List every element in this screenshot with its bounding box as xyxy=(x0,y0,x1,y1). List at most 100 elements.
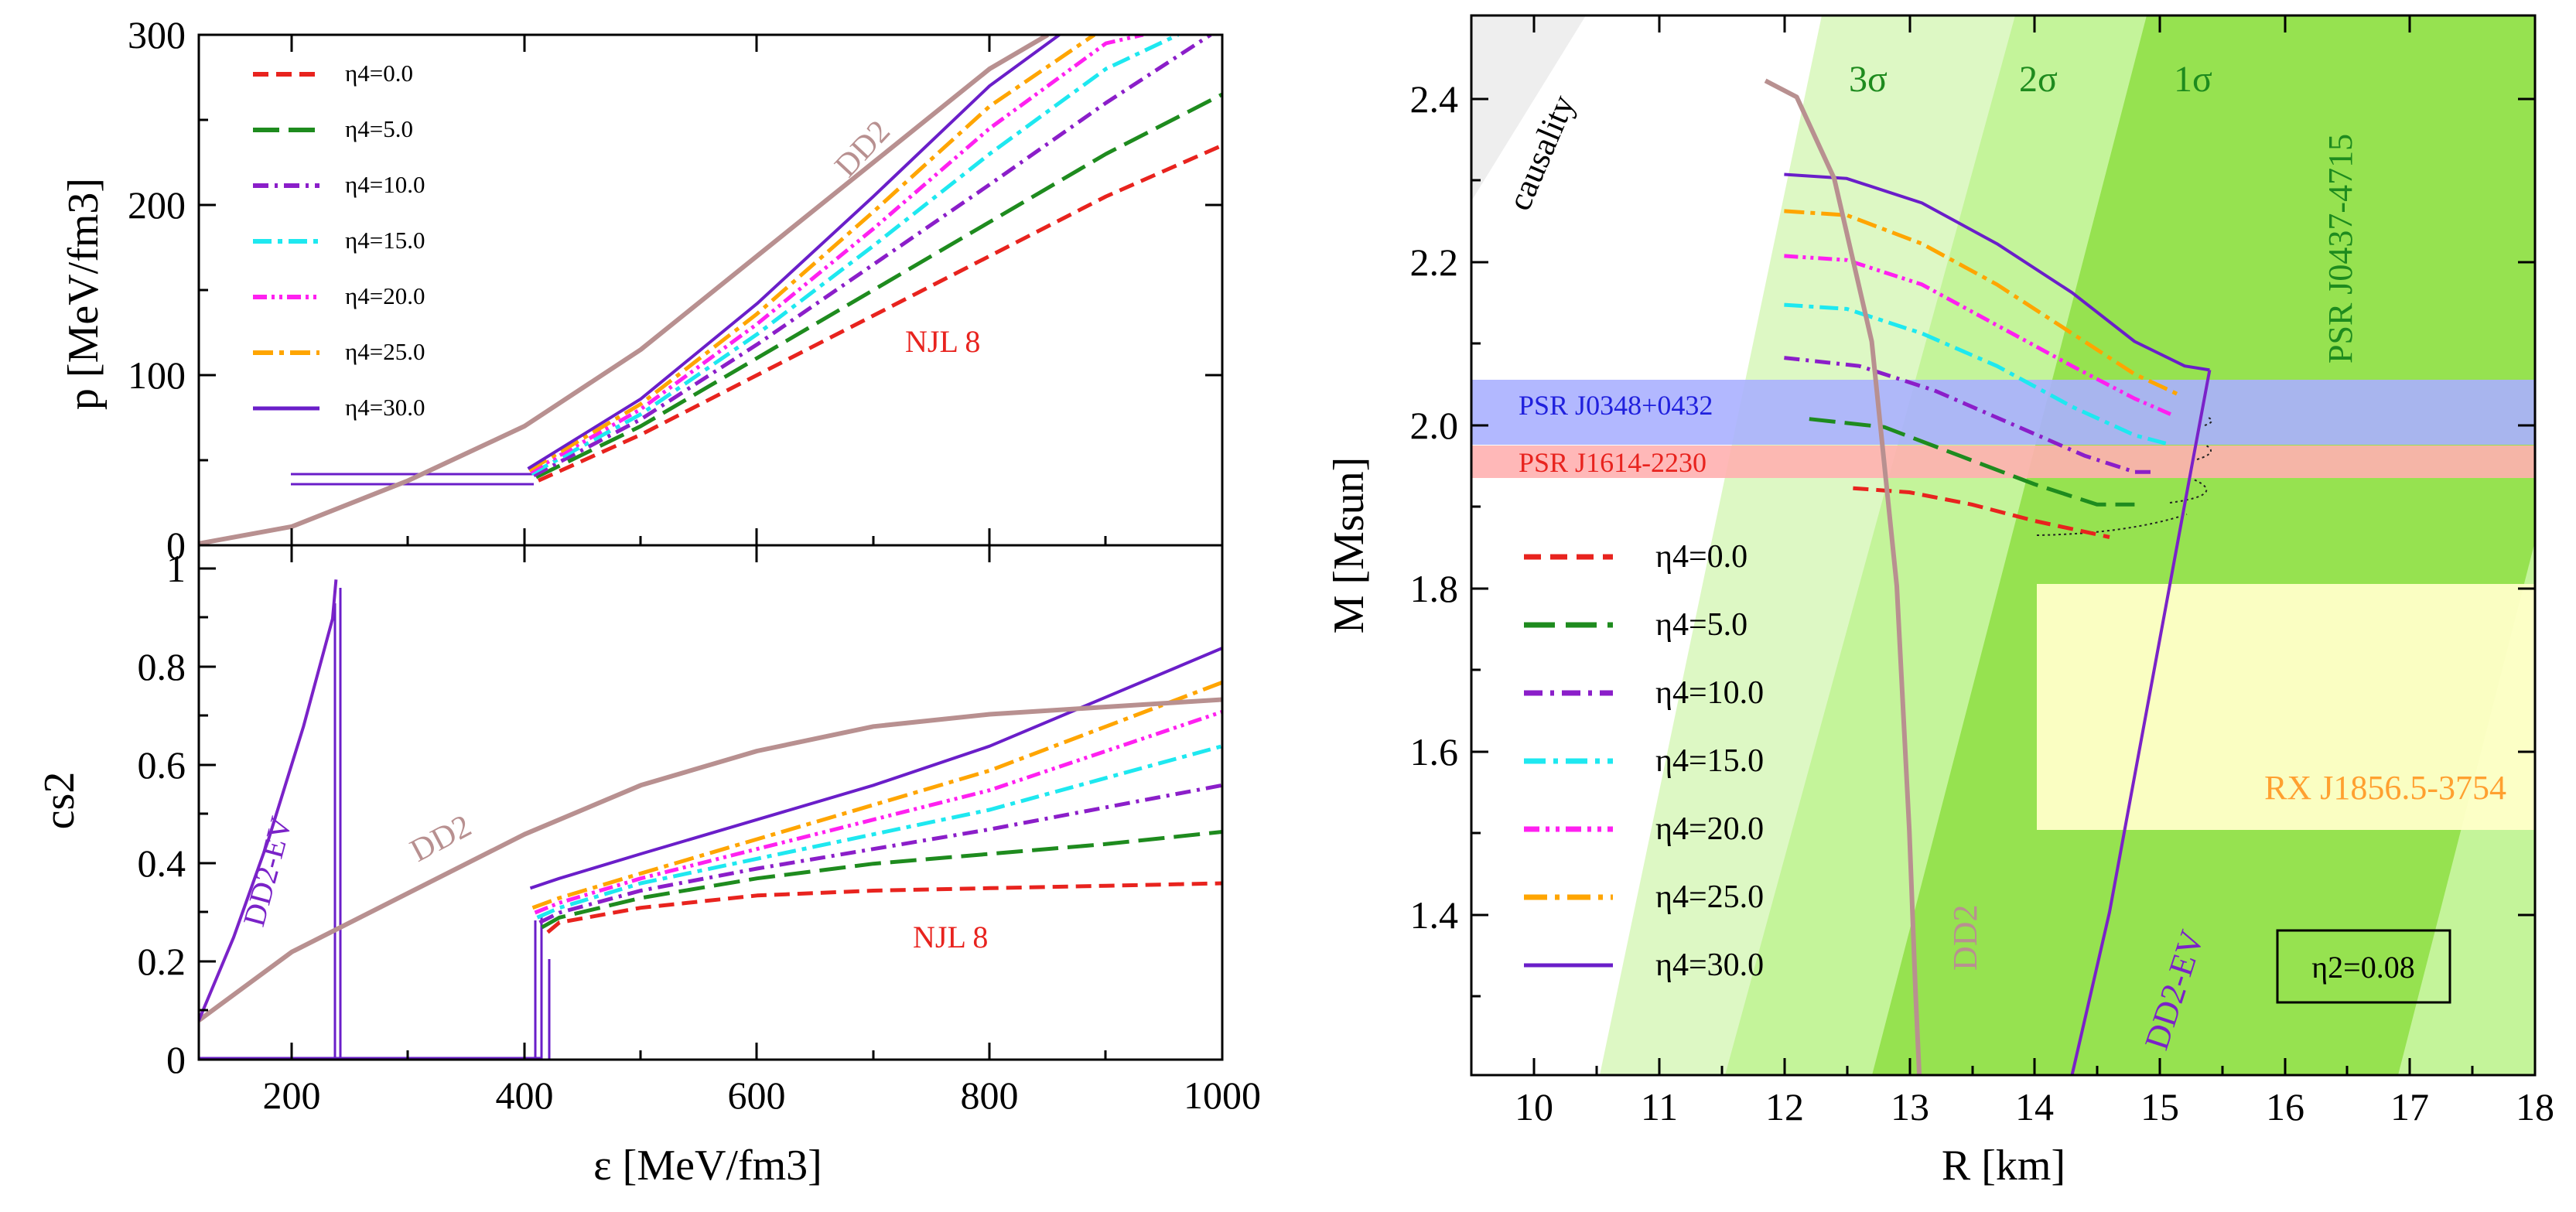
legend-label-5: η4=25.0 xyxy=(345,338,425,365)
sound-speed-discontinuities xyxy=(199,588,551,1060)
pressure-series-dd2 xyxy=(199,35,1050,545)
pressure-yticks: 0 100 200 300 xyxy=(128,13,186,567)
mass-radius-xticks: 10 11 12 13 14 15 16 17 18 xyxy=(1515,1085,2554,1128)
ytick-c-1: 1 xyxy=(166,547,186,590)
mass_radius-series--4-0-0 xyxy=(1853,486,2110,539)
sound-speed-tickmarks xyxy=(199,545,1107,1060)
sound-speed-yticks: 0 0.2 0.4 0.6 0.8 1 xyxy=(138,547,186,1081)
legend-label-2: η4=10.0 xyxy=(345,171,425,198)
label-psr-j0437: PSR J0437-4715 xyxy=(2321,134,2359,364)
xtick-r-10: 10 xyxy=(1515,1085,1553,1128)
mass-radius-tickmarks xyxy=(1471,15,2535,1075)
label-2sigma: 2σ xyxy=(2019,59,2058,100)
label-1sigma: 1σ xyxy=(2174,59,2212,100)
sound_speed-series--4-0-0 xyxy=(546,881,1222,934)
sound-speed-annotation-dd2ev: DD2-EV xyxy=(236,813,299,930)
mr-legend-label-4: η4=20.0 xyxy=(1655,811,1764,847)
ytick-m-2.2: 2.2 xyxy=(1410,241,1459,284)
ytick-m-1.6: 1.6 xyxy=(1410,730,1459,773)
ytick-m-1.4: 1.4 xyxy=(1410,893,1459,937)
mass_radius-series-dd2-ev xyxy=(2070,370,2212,1075)
pressure-tickmarks xyxy=(199,35,1222,545)
mass_radius-series--4-25-0 xyxy=(1784,209,2180,397)
pressure-panel: 0 100 200 300 p [MeV/fm3] DD2 NJL 8 η4=0… xyxy=(60,13,1224,567)
mass-radius-legend: η4=0.0 η4=5.0 η4=10.0 η4=15.0 η4=20.0 η4… xyxy=(1524,539,1764,983)
label-3sigma: 3σ xyxy=(1849,59,1888,100)
ytick-c-0: 0 xyxy=(166,1038,186,1081)
xtick-r-16: 16 xyxy=(2266,1085,2304,1128)
label-psr-j1614: PSR J1614-2230 xyxy=(1519,447,1707,478)
xtick-r-14: 14 xyxy=(2015,1085,2054,1128)
mass_radius-series--4-30-0 xyxy=(1784,172,2210,372)
pressure-mixed-phase-plateaus xyxy=(291,473,542,486)
dotted-connectors xyxy=(2036,417,2212,536)
xtick-r-15: 15 xyxy=(2140,1085,2179,1128)
pressure-series--4-10-0 xyxy=(532,35,1212,478)
epsilon-xlabel: ε [MeV/fm3] xyxy=(593,1142,822,1190)
ytick-c-0.8: 0.8 xyxy=(138,645,186,688)
legend-label-6: η4=30.0 xyxy=(345,394,425,421)
legend-label-1: η4=5.0 xyxy=(345,115,413,142)
xtick-r-17: 17 xyxy=(2390,1085,2429,1128)
pressure-series--4-30-0 xyxy=(527,35,1061,470)
box-rx-j1856 xyxy=(2037,584,2535,830)
pressure-annotation-dd2: DD2 xyxy=(828,114,897,184)
region-causality xyxy=(1471,15,1586,201)
inset-eta2-box xyxy=(2276,929,2451,1004)
sound_speed-series--4-30-0 xyxy=(529,647,1222,890)
ytick-p-100: 100 xyxy=(128,353,186,397)
mr-legend-label-5: η4=25.0 xyxy=(1655,879,1764,915)
pressure-series--4-25-0 xyxy=(528,35,1096,473)
legend-label-3: η4=15.0 xyxy=(345,227,425,254)
sound_speed-series--4-10-0 xyxy=(538,783,1222,924)
label-rx-j1856: RX J1856.5-3754 xyxy=(2264,769,2506,807)
sound_speed-series--4-20-0 xyxy=(534,709,1222,915)
mass_radius-series--4-15-0 xyxy=(1784,302,2167,446)
pressure-series--4-5-0 xyxy=(535,92,1222,480)
radius-xlabel: R [km] xyxy=(1942,1142,2065,1190)
pressure-ylabel: p [MeV/fm3] xyxy=(60,178,108,410)
xtick-200: 200 xyxy=(263,1074,321,1117)
mass-radius-panel: 1.4 1.6 1.8 2.0 2.2 2.4 10 11 12 13 14 1… xyxy=(1325,14,2554,1190)
ytick-m-2.0: 2.0 xyxy=(1410,404,1459,447)
mass-radius-annotation-dd2: DD2 xyxy=(1946,904,1984,971)
mass-radius-frame xyxy=(1470,14,2537,1077)
ytick-c-0.2: 0.2 xyxy=(138,940,186,983)
mr-legend-label-3: η4=15.0 xyxy=(1655,743,1764,779)
mr-legend-label-2: η4=10.0 xyxy=(1655,675,1764,711)
mass_radius-series--4-10-0 xyxy=(1784,356,2154,474)
mr-legend-label-1: η4=5.0 xyxy=(1655,607,1748,643)
ytick-c-0.4: 0.4 xyxy=(138,842,186,885)
sound_speed-series--4-15-0 xyxy=(536,744,1222,920)
inset-eta2: η2=0.08 xyxy=(2276,929,2451,1004)
mr-legend-label-6: η4=30.0 xyxy=(1655,947,1764,983)
xtick-r-13: 13 xyxy=(1891,1085,1929,1128)
ytick-m-1.8: 1.8 xyxy=(1410,567,1459,610)
mass-ylabel: M [Msun] xyxy=(1325,457,1373,634)
xtick-800: 800 xyxy=(961,1074,1019,1117)
mass_radius-series-dd2 xyxy=(1764,78,1922,1075)
pressure-series--4-20-0 xyxy=(529,35,1144,474)
xtick-r-18: 18 xyxy=(2516,1085,2554,1128)
ytick-p-300: 300 xyxy=(128,13,186,56)
mass_radius-series--4-20-0 xyxy=(1784,254,2173,417)
sound-speed-annotation-dd2: DD2 xyxy=(405,808,477,869)
ytick-m-2.4: 2.4 xyxy=(1410,77,1459,121)
sound-speed-annotation-njl8: NJL 8 xyxy=(913,920,988,954)
sound-speed-xticks: 200 400 600 800 1000 xyxy=(263,1074,1262,1117)
ytick-p-0: 0 xyxy=(166,524,186,567)
xtick-r-12: 12 xyxy=(1765,1085,1804,1128)
ytick-c-0.6: 0.6 xyxy=(138,743,186,787)
xtick-r-11: 11 xyxy=(1641,1085,1678,1128)
pressure-series--4-15-0 xyxy=(530,35,1179,476)
sound-speed-panel: 0 0.2 0.4 0.6 0.8 1 200 400 600 800 1000… xyxy=(36,544,1262,1190)
pressure-series--4-0-0 xyxy=(537,143,1222,483)
legend-label-0: η4=0.0 xyxy=(345,60,413,87)
sound-speed-ylabel: cs2 xyxy=(36,772,84,830)
band-psr-j0348 xyxy=(1471,380,2535,445)
mass_radius-series--4-5-0 xyxy=(1809,417,2135,507)
mr-legend-label-0: η4=0.0 xyxy=(1655,539,1748,575)
mass-radius-yticks: 1.4 1.6 1.8 2.0 2.2 2.4 xyxy=(1410,77,1459,937)
sound_speed-series-dd2 xyxy=(199,697,1222,1023)
ytick-p-200: 200 xyxy=(128,183,186,227)
